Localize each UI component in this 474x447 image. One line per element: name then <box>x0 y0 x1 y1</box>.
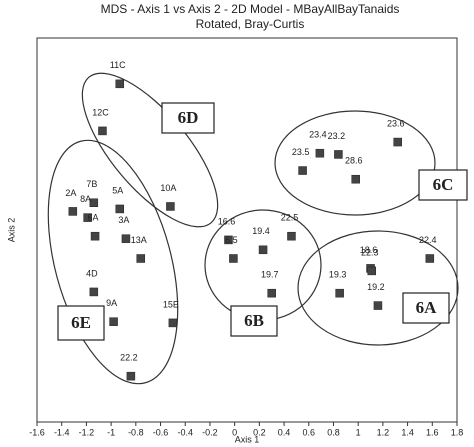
point-label: 19.2 <box>367 282 385 292</box>
point <box>90 231 100 241</box>
point-label: 19.4 <box>252 226 270 236</box>
point-label: 6A <box>88 213 99 223</box>
x-tick-label: 1.2 <box>377 427 390 437</box>
x-tick-label: -0.6 <box>153 427 169 437</box>
point-label: 22.5 <box>281 213 299 223</box>
point-label: 6.5 <box>225 235 238 245</box>
plot-frame <box>36 37 458 423</box>
x-tick-label: 0.4 <box>278 427 291 437</box>
point <box>89 287 99 297</box>
point <box>393 137 402 147</box>
group-ellipse <box>297 230 459 346</box>
point-label: 5A <box>112 185 123 195</box>
annotation-box <box>418 169 468 201</box>
x-tick-label: 1.4 <box>401 427 414 437</box>
point-label: 2A <box>65 188 76 198</box>
point-label: 8A <box>80 194 91 204</box>
group-ellipse <box>47 139 179 385</box>
point-label: 23.5 <box>292 147 310 157</box>
point-label: 19.3 <box>329 270 347 280</box>
point-label: 23.2 <box>328 131 346 141</box>
x-tick-label: -1.2 <box>79 427 95 437</box>
point-label: 16.6 <box>218 216 236 226</box>
annotation: 6B <box>244 311 264 330</box>
group-ellipse <box>274 110 436 216</box>
point <box>334 150 343 159</box>
point <box>425 254 435 263</box>
point-label: 10A <box>160 183 176 193</box>
x-tick-label: -0.4 <box>177 427 193 437</box>
x-tick-label: 0.6 <box>303 427 316 437</box>
x-tick-label: -1.4 <box>54 427 70 437</box>
x-tick-label: 0 <box>232 427 237 437</box>
point <box>224 235 233 245</box>
point <box>229 254 238 263</box>
point-label: 22.4 <box>419 235 437 245</box>
chart-title: MDS - Axis 1 vs Axis 2 - 2D Model - MBay… <box>101 2 400 16</box>
x-tick-label: -0.8 <box>128 427 144 437</box>
point-label: 19.7 <box>261 270 279 280</box>
x-tick-label: 1 <box>356 427 361 437</box>
point <box>68 207 78 216</box>
point <box>267 288 276 298</box>
point-label: 12C <box>92 107 109 117</box>
point <box>83 213 92 222</box>
point <box>109 317 118 326</box>
x-axis-label: Axis 1 <box>235 434 260 444</box>
point <box>126 371 136 381</box>
point <box>166 202 175 211</box>
annotation: 6A <box>416 298 438 317</box>
x-tick-label: -1 <box>107 427 115 437</box>
point-label: 15E <box>163 299 179 309</box>
x-tick-label: -1.6 <box>29 427 45 437</box>
point <box>136 254 146 263</box>
point-label: 23.6 <box>387 118 405 128</box>
point <box>98 126 107 136</box>
point-label: 22.3 <box>361 247 379 257</box>
point <box>351 174 360 184</box>
annotation-box <box>230 305 278 337</box>
y-axis-label: Axis 2 <box>6 218 16 243</box>
point-label: 18.6 <box>360 245 378 255</box>
point <box>115 79 125 89</box>
point <box>373 301 383 310</box>
point-label: 13A <box>131 235 147 245</box>
x-tick-label: -0.2 <box>202 427 218 437</box>
point <box>258 245 268 255</box>
x-tick-label: 0.2 <box>253 427 266 437</box>
x-tick-label: 1.8 <box>451 427 464 437</box>
annotation-box <box>57 305 105 341</box>
point-label: 22.2 <box>120 353 138 363</box>
point-label: 3A <box>118 215 129 225</box>
x-tick-label: 0.8 <box>327 427 340 437</box>
point <box>287 231 296 241</box>
point <box>298 166 307 175</box>
annotation-box <box>161 102 215 134</box>
annotation: 6E <box>71 313 91 332</box>
point <box>121 234 131 243</box>
annotation: 6C <box>433 175 454 194</box>
point-label: 28.6 <box>345 156 363 166</box>
annotation-box <box>402 292 450 324</box>
point <box>335 288 344 298</box>
chart-subtitle: Rotated, Bray-Curtis <box>196 17 305 31</box>
point-label: 11C <box>110 60 126 70</box>
point <box>315 148 325 158</box>
point-label: 9A <box>106 298 117 308</box>
point <box>115 204 125 214</box>
point <box>367 266 377 276</box>
point <box>168 318 178 328</box>
point-label: 7B <box>86 179 97 189</box>
x-tick-label: 1.6 <box>426 427 439 437</box>
point-label: 23.4 <box>309 130 327 140</box>
annotation: 6D <box>178 108 199 127</box>
point-label: 4D <box>86 268 98 278</box>
point <box>89 198 99 207</box>
